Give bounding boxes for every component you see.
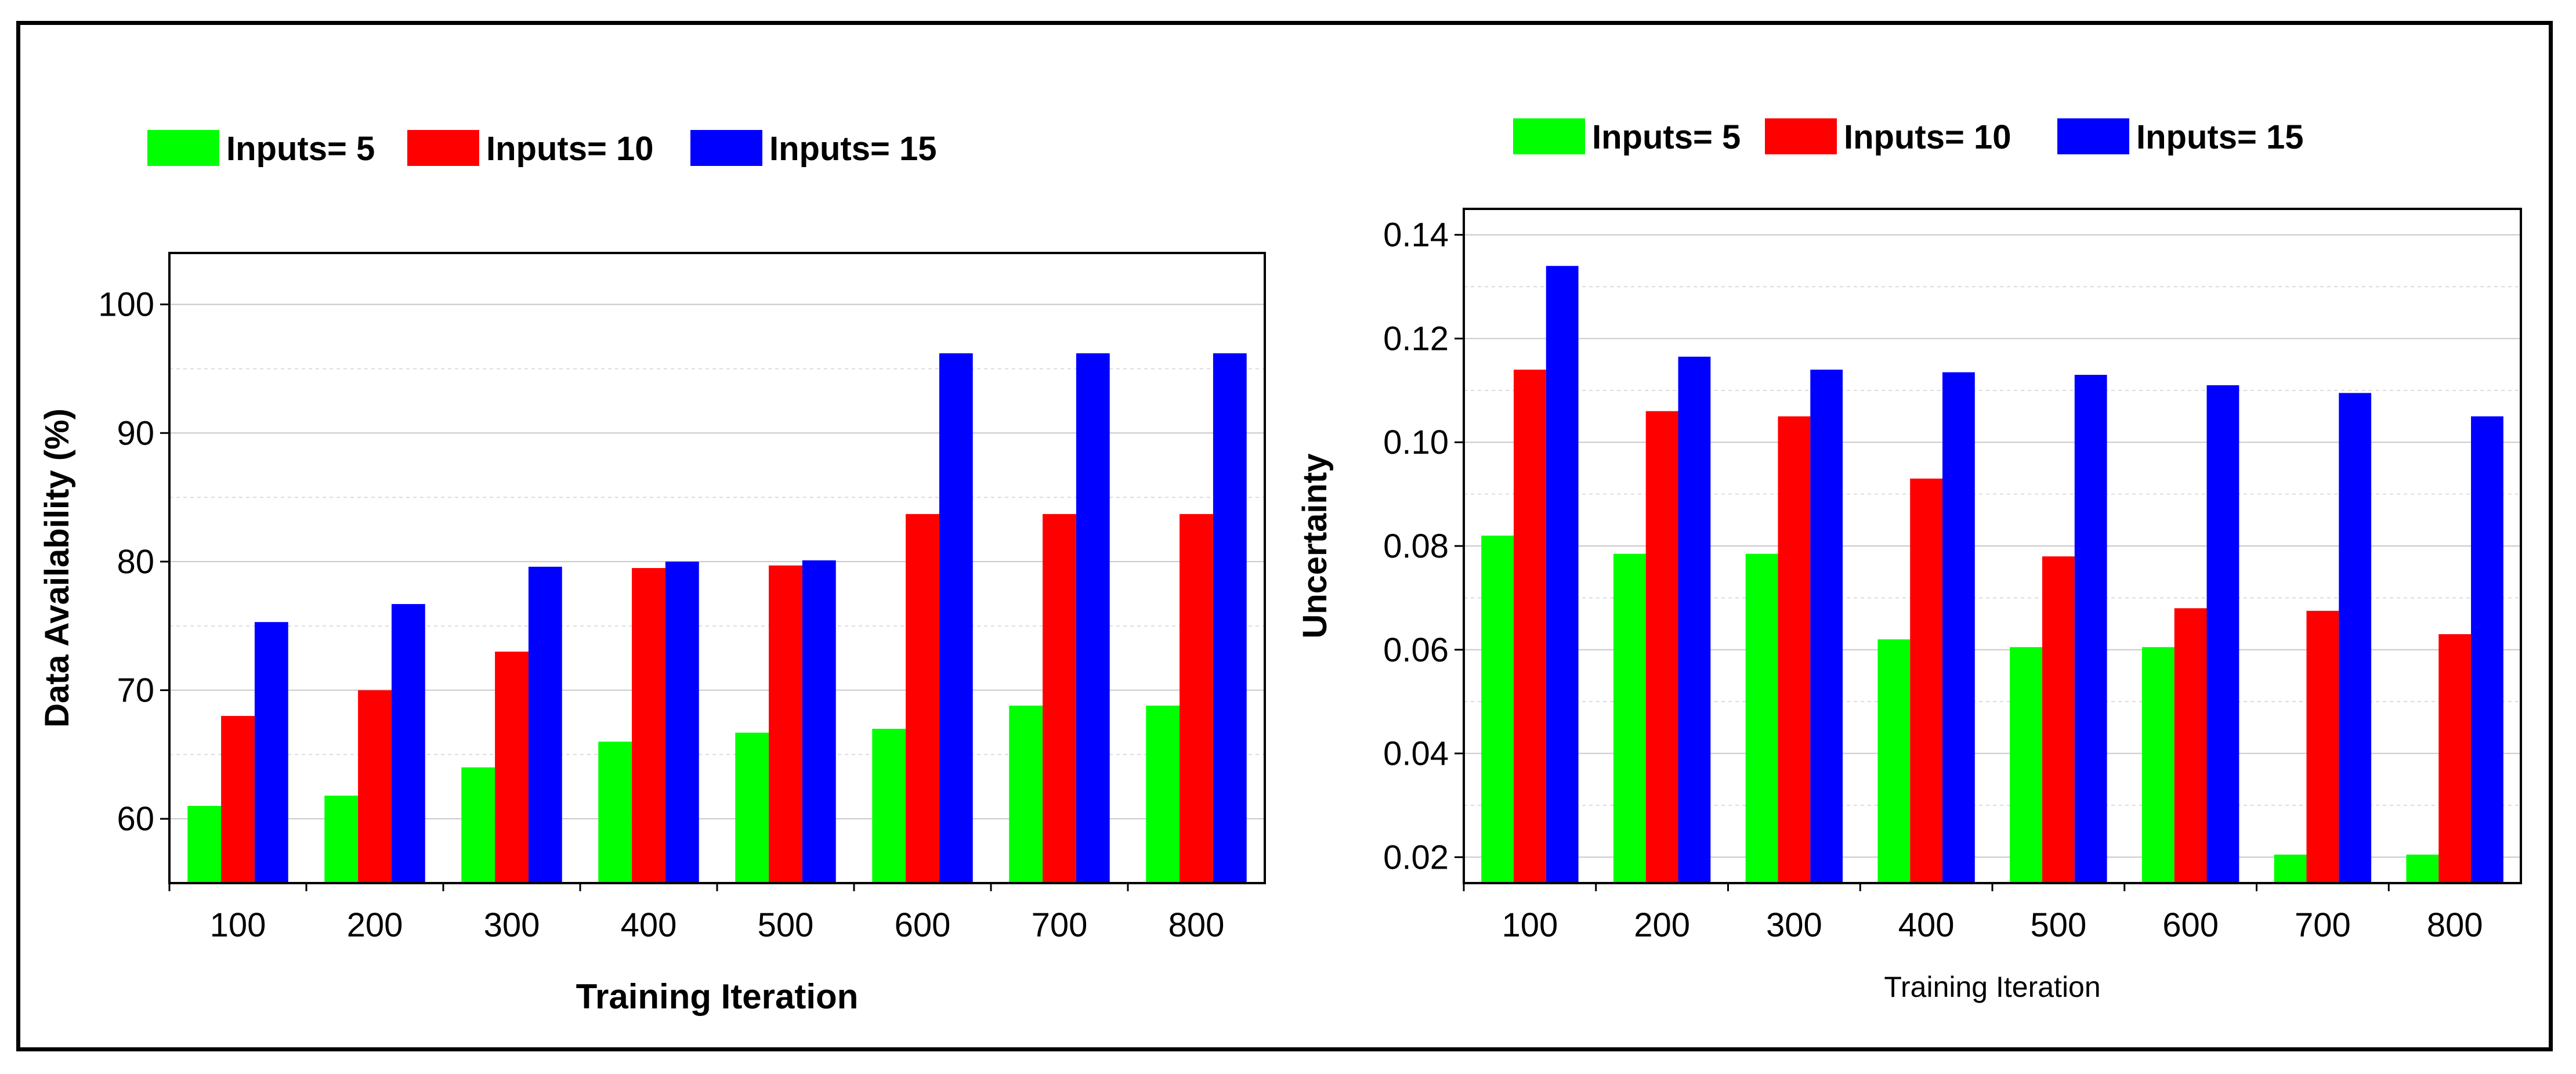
- bar-inputs-15-800: [1213, 353, 1247, 883]
- x-tick-label: 500: [2030, 906, 2086, 944]
- bar-inputs-15-100: [1546, 266, 1579, 883]
- bar-inputs-10-600: [2174, 608, 2207, 883]
- bar-inputs-15-400: [665, 561, 699, 883]
- bar-inputs-15-300: [1810, 370, 1843, 883]
- x-tick-label: 200: [347, 906, 403, 944]
- bar-inputs-15-800: [2471, 416, 2503, 883]
- x-tick-label: 100: [1502, 906, 1558, 944]
- legend-swatch: [2057, 118, 2129, 154]
- x-tick-label: 800: [1168, 906, 1225, 944]
- y-tick-label: 70: [117, 672, 154, 710]
- x-tick-label: 600: [895, 906, 951, 944]
- bar-inputs-15-500: [802, 560, 836, 883]
- bar-inputs-10-300: [1778, 416, 1811, 883]
- x-tick-label: 500: [758, 906, 814, 944]
- bar-inputs-5-800: [2406, 854, 2439, 883]
- legend-swatch: [407, 130, 479, 166]
- bar-inputs-10-600: [906, 514, 939, 883]
- bar-inputs-15-700: [1076, 353, 1110, 883]
- bar-inputs-5-200: [1613, 554, 1646, 883]
- chart-data-availability: 60 70 80 90 100 100 200 300 400 500 600 700 800 Train…: [38, 130, 1266, 1016]
- y-axis-title: Uncertainty: [1296, 453, 1334, 638]
- bar-inputs-15-600: [939, 353, 973, 883]
- y-tick-label: 0.06: [1383, 631, 1449, 669]
- x-tick-label: 300: [484, 906, 540, 944]
- y-tick-label: 60: [117, 800, 154, 838]
- x-tick-label: 700: [2295, 906, 2351, 944]
- bar-inputs-10-500: [769, 565, 802, 883]
- y-tick-label: 90: [117, 414, 154, 452]
- y-axis-title: Data Availability (%): [38, 408, 76, 728]
- plot-frame: [168, 252, 1266, 884]
- bar-inputs-5-300: [461, 767, 495, 883]
- x-tick-label: 400: [621, 906, 677, 944]
- legend-label: Inputs= 15: [769, 130, 936, 168]
- legend-label: Inputs= 10: [486, 130, 653, 168]
- bar-inputs-10-700: [1043, 514, 1076, 883]
- bar-inputs-10-300: [495, 652, 529, 883]
- x-axis-title: Training Iteration: [1884, 971, 2100, 1003]
- legend-label: Inputs= 5: [226, 130, 375, 168]
- x-tick-label: 200: [1634, 906, 1690, 944]
- legend-swatch: [147, 130, 219, 166]
- bar-inputs-15-200: [1678, 356, 1711, 883]
- bar-inputs-5-700: [2274, 854, 2307, 883]
- bar-inputs-5-400: [1877, 639, 1911, 883]
- y-tick-label: 80: [117, 543, 154, 581]
- chart-uncertainty: 0.02 0.04 0.06 0.08 0.10 0.12 0.14 100 200 300 400…: [1296, 118, 2522, 1003]
- bar-inputs-5-500: [2010, 647, 2042, 883]
- bar-inputs-15-500: [2074, 375, 2107, 883]
- bar-inputs-10-500: [2042, 556, 2075, 883]
- x-tick-label: 800: [2427, 906, 2483, 944]
- bar-inputs-5-700: [1009, 706, 1043, 883]
- y-tick-label: 0.02: [1383, 838, 1449, 876]
- legend-label: Inputs= 15: [2136, 118, 2303, 156]
- bar-inputs-5-600: [2141, 647, 2175, 883]
- bar-inputs-10-100: [1513, 370, 1546, 883]
- x-tick-label: 600: [2162, 906, 2219, 944]
- y-tick-label: 0.08: [1383, 527, 1449, 565]
- bar-inputs-5-500: [735, 732, 769, 883]
- legend-swatch: [1513, 118, 1585, 154]
- bar-inputs-15-400: [1942, 372, 1975, 883]
- bar-inputs-15-300: [528, 566, 562, 883]
- y-tick-label: 0.04: [1383, 735, 1449, 773]
- y-tick-label: 100: [98, 286, 154, 324]
- bar-inputs-5-800: [1146, 706, 1180, 883]
- bar-inputs-5-400: [598, 742, 632, 883]
- bar-inputs-10-100: [221, 715, 255, 883]
- x-tick-label: 100: [210, 906, 266, 944]
- legend-label: Inputs= 10: [1844, 118, 2011, 156]
- bar-inputs-5-600: [872, 729, 906, 883]
- bar-inputs-10-200: [1645, 411, 1678, 883]
- legend-label: Inputs= 5: [1592, 118, 1741, 156]
- legend-swatch: [690, 130, 762, 166]
- bar-inputs-15-100: [254, 622, 288, 883]
- x-tick-label: 300: [1766, 906, 1822, 944]
- x-tick-label: 700: [1032, 906, 1088, 944]
- legend-swatch: [1765, 118, 1837, 154]
- x-axis-title: Training Iteration: [576, 977, 859, 1016]
- bar-inputs-10-400: [1910, 478, 1943, 883]
- bar-inputs-10-200: [358, 690, 392, 883]
- y-tick-label: 0.14: [1383, 216, 1449, 254]
- bar-inputs-10-800: [2438, 634, 2472, 883]
- bar-inputs-10-700: [2306, 610, 2339, 883]
- bar-inputs-15-200: [391, 604, 425, 883]
- bar-inputs-5-300: [1745, 554, 1778, 883]
- bar-inputs-5-200: [324, 795, 359, 883]
- x-tick-label: 400: [1898, 906, 1955, 944]
- bar-inputs-10-800: [1180, 514, 1213, 883]
- y-tick-label: 0.12: [1383, 320, 1449, 357]
- bar-inputs-10-400: [632, 568, 665, 883]
- plot-frame: [1463, 208, 2522, 884]
- bar-inputs-15-700: [2339, 393, 2372, 883]
- y-tick-label: 0.10: [1383, 424, 1449, 461]
- bar-inputs-5-100: [187, 806, 222, 883]
- bar-inputs-15-600: [2206, 385, 2239, 883]
- bar-inputs-5-100: [1481, 536, 1514, 883]
